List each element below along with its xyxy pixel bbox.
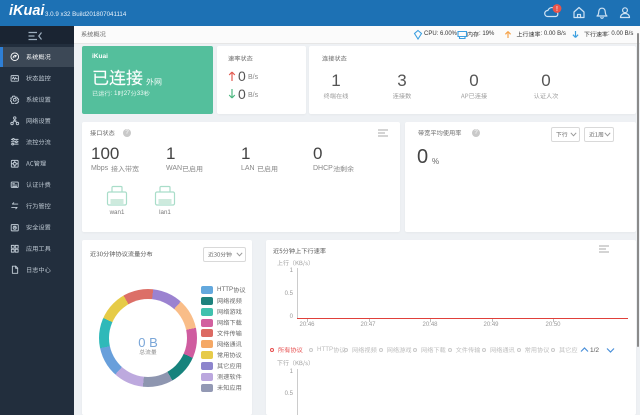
svg-text:!: ! (556, 6, 558, 13)
